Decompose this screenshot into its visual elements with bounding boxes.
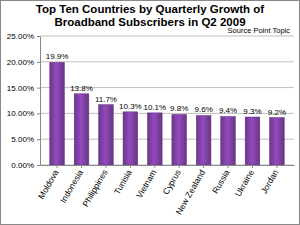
chart-frame <box>1 1 300 225</box>
y-tick-mark <box>37 62 40 63</box>
bar <box>270 118 285 165</box>
x-tick-mark <box>179 165 180 168</box>
data-labels: 19.9% 13.8%11.7%10.3%10.1% 9.8% 9.6% 9.4% 9.3… <box>46 52 286 116</box>
x-tick: Moldova <box>36 165 61 201</box>
bar <box>245 117 260 165</box>
x-tick-label: Tunisia <box>112 168 134 197</box>
x-tick: Philippines <box>80 165 109 208</box>
y-tick-mark <box>37 88 40 89</box>
y-tick-label: 5.00% <box>11 135 34 144</box>
x-tick-mark <box>228 165 229 168</box>
y-tick: 20.00% <box>7 58 40 67</box>
x-tick-label: Moldova <box>36 168 61 201</box>
x-tick: Jordan <box>259 165 281 195</box>
bar <box>74 94 89 165</box>
bar <box>196 115 211 165</box>
x-tick: Indonesia <box>58 165 85 205</box>
y-tick: 5.00% <box>11 135 40 144</box>
x-tick-mark <box>105 165 106 168</box>
bar <box>147 113 162 165</box>
y-tick-mark <box>37 165 40 166</box>
y-tick-mark <box>37 36 40 37</box>
grid <box>40 36 294 165</box>
y-tick: 25.00% <box>7 32 40 41</box>
x-tick: Russia <box>210 165 232 195</box>
data-label: 10.3% <box>119 102 142 111</box>
bar <box>50 62 65 165</box>
data-label: 9.4% <box>219 106 237 115</box>
x-tick-label: Jordan <box>259 168 281 196</box>
data-label: 9.3% <box>243 107 261 116</box>
subtitle: Source Point Topic <box>228 26 291 35</box>
x-tick-label: New Zealand <box>173 168 207 217</box>
plot: 19.9% 13.8%11.7%10.3%10.1% 9.8% 9.6% 9.4% 9.3… <box>7 32 295 216</box>
x-tick-label: Philippines <box>80 168 109 209</box>
title: Top Ten Countries by Quarterly Growth of… <box>36 3 264 28</box>
y-tick: 10.00% <box>7 109 40 118</box>
y-tick-mark <box>37 113 40 114</box>
data-label: 10.1% <box>143 103 166 112</box>
grid-line <box>40 61 294 62</box>
data-label: 11.7% <box>95 95 117 104</box>
y-tick-label: 0.00% <box>11 161 34 170</box>
x-tick: Tunisia <box>112 165 134 196</box>
y-tick-mark <box>37 139 40 140</box>
bar <box>221 116 236 165</box>
x-tick-mark <box>130 165 131 168</box>
x-tick-label: Indonesia <box>58 168 85 205</box>
data-label: 9.6% <box>195 105 213 114</box>
y-axis: 0.00% 5.00% 10.00% 15.00% 20.00% 25.00% <box>7 32 41 170</box>
data-label: 13.8% <box>70 84 93 93</box>
data-label: 9.2% <box>268 108 286 117</box>
x-tick-mark <box>57 165 58 168</box>
y-tick: 0.00% <box>11 161 40 170</box>
bar <box>99 105 114 165</box>
bar <box>172 114 187 165</box>
x-tick: Vietnam <box>134 165 158 200</box>
x-tick-label: Vietnam <box>134 168 158 200</box>
x-tick-mark <box>81 165 82 168</box>
x-tick-label: Ukraine <box>233 168 256 199</box>
chart: Top Ten Countries by Quarterly Growth of… <box>0 0 300 225</box>
x-tick-mark <box>203 165 204 168</box>
x-tick: Ukraine <box>233 165 256 198</box>
x-axis: MoldovaIndonesiaPhilippinesTunisiaVietna… <box>36 165 295 216</box>
y-tick: 15.00% <box>7 84 40 93</box>
x-tick-label: Russia <box>210 168 232 196</box>
x-tick-label: Cyprus <box>161 168 183 196</box>
bar <box>123 112 138 165</box>
y-axis-line <box>40 37 41 166</box>
x-tick-mark <box>252 165 253 168</box>
x-tick: Cyprus <box>161 165 183 196</box>
y-tick-label: 10.00% <box>7 109 34 118</box>
y-tick-label: 15.00% <box>7 84 34 93</box>
x-tick-mark <box>154 165 155 168</box>
x-tick-mark <box>276 165 277 168</box>
data-label: 9.8% <box>170 104 188 113</box>
x-axis-line <box>41 165 295 166</box>
data-label: 19.9% <box>46 52 69 61</box>
y-tick-label: 25.00% <box>7 32 34 41</box>
x-tick: New Zealand <box>173 165 207 216</box>
grid-line <box>40 36 294 37</box>
y-tick-label: 20.00% <box>7 58 34 67</box>
bars <box>50 62 284 165</box>
